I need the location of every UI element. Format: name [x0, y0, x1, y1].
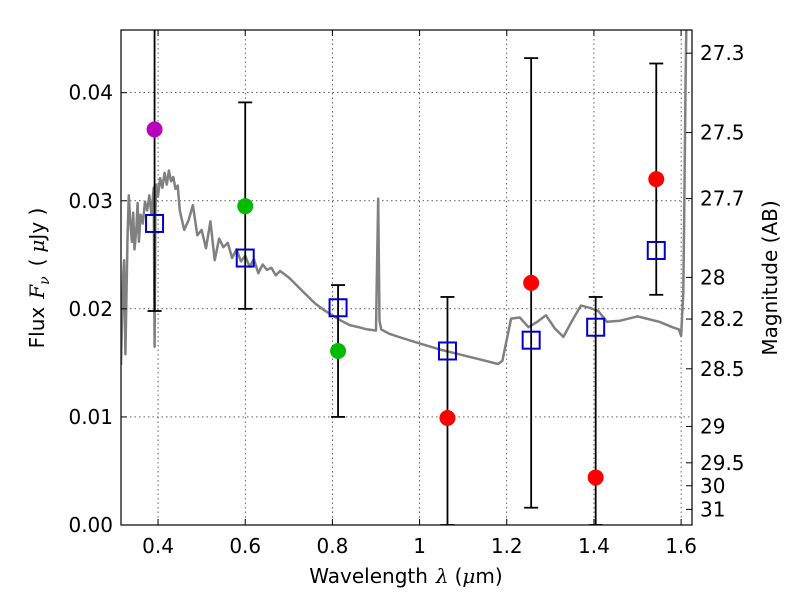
x-axis-title-unit: m) — [475, 564, 502, 588]
x-tick-label: 0.4 — [142, 534, 174, 558]
y2-tick-label: 29.5 — [700, 451, 745, 475]
y-axis-title-symbol: F — [25, 284, 49, 300]
y-axis-title-subscript: ν — [37, 276, 53, 285]
y-axis-title-unit-open: ( — [25, 259, 49, 267]
y2-tick-label: 31 — [700, 497, 725, 521]
y2-tick-label: 28.2 — [700, 307, 745, 331]
x-tick-label: 1.2 — [491, 534, 523, 558]
y2-tick-label: 30 — [700, 474, 725, 498]
x-tick-label: 1 — [413, 534, 426, 558]
y-axis-title-unit-mu: μ — [25, 240, 49, 253]
y2-tick-label: 27.5 — [700, 121, 745, 145]
y-axis-title-unit: Jy ) — [25, 208, 49, 242]
y-tick-label: 0.02 — [68, 297, 113, 321]
y-tick-label: 0.00 — [68, 513, 113, 537]
x-axis-title-symbol: λ — [435, 564, 449, 588]
x-axis-title: Wavelength λ (μm) — [309, 564, 502, 588]
y2-axis-title: Magnitude (AB) — [758, 200, 782, 355]
x-axis-title-unit-open: ( — [455, 564, 463, 588]
observed-point — [330, 343, 346, 359]
y2-tick-label: 27.3 — [700, 41, 745, 65]
observed-point — [439, 410, 455, 426]
figure-background — [0, 0, 800, 600]
x-axis-title-word: Wavelength — [309, 564, 428, 588]
y2-tick-label: 27.7 — [700, 187, 745, 211]
x-tick-label: 1.6 — [665, 534, 697, 558]
x-tick-label: 0.8 — [316, 534, 348, 558]
y-tick-label: 0.01 — [68, 405, 113, 429]
observed-point — [147, 121, 163, 137]
x-axis-title-unit-mu: μ — [462, 564, 475, 588]
observed-point — [588, 469, 604, 485]
y-axis-title-word: Flux — [25, 307, 49, 349]
y2-tick-label: 28.5 — [700, 357, 745, 381]
x-tick-label: 0.6 — [229, 534, 261, 558]
y2-tick-label: 29 — [700, 414, 725, 438]
y-tick-label: 0.04 — [68, 81, 113, 105]
observed-point — [648, 171, 664, 187]
x-tick-label: 1.4 — [578, 534, 610, 558]
y-tick-label: 0.03 — [68, 189, 113, 213]
sed-chart: 0.4 0.6 0.8 1 1.2 1.4 1.6 0.00 0.01 0.02 0.03 0.04… — [0, 0, 800, 600]
y2-tick-label: 28 — [700, 265, 725, 289]
observed-point — [523, 275, 539, 291]
observed-point — [237, 198, 253, 214]
